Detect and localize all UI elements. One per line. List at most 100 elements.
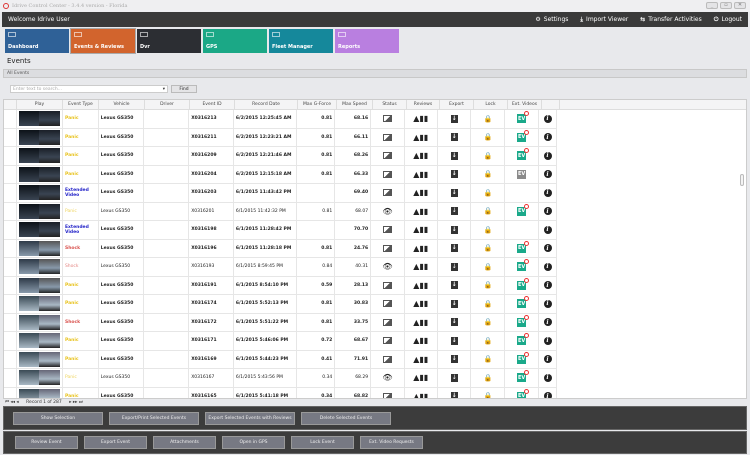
lock-icon[interactable]: 🔒 [483, 151, 493, 160]
reviews[interactable]: ▲▮▮ [405, 276, 438, 294]
table-row[interactable]: Extended Video Lexus GS350 X0316203 6/1/201… [4, 184, 557, 203]
export-icon[interactable]: ↓ [450, 188, 458, 197]
lock-icon[interactable]: 🔒 [483, 188, 493, 197]
export[interactable]: ↓ [438, 387, 472, 399]
video-thumbnail[interactable] [18, 370, 60, 386]
column-header[interactable]: Max G-Force [298, 100, 337, 110]
export-icon[interactable]: ↓ [450, 151, 458, 160]
info[interactable]: i [539, 128, 557, 146]
export[interactable]: ↓ [438, 110, 472, 128]
row-indicator[interactable] [4, 239, 17, 257]
ext-video-icon[interactable]: EV [517, 351, 530, 364]
column-header[interactable]: Driver [145, 100, 190, 110]
export-icon[interactable]: ↓ [450, 262, 458, 271]
ext-video-icon[interactable]: EV [517, 277, 530, 290]
reviews[interactable]: ▲▮▮ [405, 165, 438, 183]
lock[interactable]: 🔒 [471, 387, 506, 398]
info[interactable]: i [539, 258, 557, 276]
video-thumbnail[interactable] [18, 185, 60, 201]
export-icon[interactable]: ↓ [450, 318, 458, 327]
ext-videos[interactable]: EV [505, 147, 540, 165]
table-row[interactable]: Panic Lexus GS350 X0316204 6/2/2015 12:15:1… [4, 165, 557, 184]
ext-video-icon[interactable]: EV [517, 370, 530, 383]
export-icon[interactable]: ↓ [450, 114, 458, 123]
export-print-selected-events-button[interactable]: Export/Print Selected Events [109, 411, 199, 425]
play-thumbnail[interactable] [17, 276, 63, 294]
minimize-button[interactable]: _ [706, 2, 718, 9]
close-button[interactable]: ✕ [734, 2, 746, 9]
lock-icon[interactable]: 🔒 [483, 281, 493, 290]
export-icon[interactable]: ↓ [450, 133, 458, 142]
info-icon[interactable]: i [543, 244, 552, 253]
table-row[interactable]: Shock Lexus GS350 X0316196 6/1/2015 11:28:1… [4, 239, 557, 258]
info-icon[interactable]: i [543, 151, 552, 160]
dropdown-arrow-icon[interactable]: ▾ [162, 87, 165, 92]
video-thumbnail[interactable] [18, 129, 60, 145]
video-thumbnail[interactable] [18, 240, 60, 256]
play-thumbnail[interactable] [17, 110, 63, 128]
column-header[interactable]: Ext. Videos [508, 100, 542, 110]
info-icon[interactable]: i [543, 281, 552, 290]
ext-video-icon[interactable]: EV [517, 296, 530, 309]
ext-video-icon[interactable]: EV [517, 333, 530, 346]
search-input[interactable]: Enter text to search... ▾ [10, 85, 168, 93]
play-thumbnail[interactable] [17, 387, 63, 398]
lock-icon[interactable]: 🔒 [483, 114, 493, 123]
lock[interactable]: 🔒 [471, 350, 506, 368]
reviews-icon[interactable]: ▲▮▮ [413, 262, 429, 272]
video-thumbnail[interactable] [18, 166, 60, 182]
video-thumbnail[interactable] [18, 314, 60, 330]
vertical-scrollbar[interactable] [739, 112, 745, 392]
ext-video-icon[interactable]: EV [517, 240, 530, 253]
ext-videos[interactable]: EV [505, 110, 540, 128]
play-thumbnail[interactable] [17, 313, 63, 331]
info[interactable]: i [539, 387, 557, 398]
export[interactable]: ↓ [438, 239, 472, 257]
info[interactable]: i [539, 369, 557, 387]
export[interactable]: ↓ [438, 369, 472, 387]
video-thumbnail[interactable] [18, 111, 60, 127]
row-indicator[interactable] [4, 295, 17, 313]
lock[interactable]: 🔒 [471, 258, 506, 276]
reviews-icon[interactable]: ▲▮▮ [413, 206, 429, 216]
export-icon[interactable]: ↓ [450, 392, 458, 399]
export[interactable]: ↓ [438, 221, 472, 239]
play-thumbnail[interactable] [17, 369, 63, 387]
table-row[interactable]: Panic Lexus GS350 X0316213 6/2/2015 12:25:4… [4, 110, 557, 129]
tile-dvr[interactable]: Dvr [137, 29, 201, 53]
tile-events-reviews[interactable]: Events & Reviews [70, 28, 136, 54]
nav-transfer-activities[interactable]: ⇆ Transfer Activities [640, 12, 701, 27]
info[interactable]: i [539, 332, 557, 350]
ext-video-icon[interactable]: EV [517, 111, 530, 124]
export-icon[interactable]: ↓ [450, 336, 458, 345]
play-thumbnail[interactable] [17, 295, 63, 313]
ext-video-icon[interactable]: EV [517, 148, 530, 161]
reviews[interactable]: ▲▮▮ [405, 202, 438, 220]
delete-selected-events-button[interactable]: Delete Selected Events [301, 411, 391, 425]
ext-video-icon[interactable]: EV [517, 129, 530, 142]
info[interactable]: i [539, 239, 557, 257]
table-row[interactable]: Panic Lexus GS350 X0316201 6/1/2015 11:42:3… [4, 202, 557, 221]
export[interactable]: ↓ [438, 165, 472, 183]
lock[interactable]: 🔒 [471, 313, 506, 331]
reviews[interactable]: ▲▮▮ [405, 221, 438, 239]
nav-import-viewer[interactable]: ⤓ Import Viewer [580, 12, 628, 27]
reviews-icon[interactable]: ▲▮▮ [413, 299, 429, 309]
video-thumbnail[interactable] [18, 277, 60, 293]
export-icon[interactable]: ↓ [450, 281, 458, 290]
lock-event-button[interactable]: Lock Event [291, 436, 354, 449]
export-icon[interactable]: ↓ [450, 170, 458, 179]
reviews-icon[interactable]: ▲▮▮ [413, 336, 429, 346]
find-button[interactable]: Find [171, 85, 197, 93]
row-indicator[interactable] [4, 387, 17, 398]
lock[interactable]: 🔒 [471, 276, 506, 294]
export-icon[interactable]: ↓ [450, 299, 458, 308]
export-icon[interactable]: ↓ [450, 373, 458, 382]
export[interactable]: ↓ [438, 128, 472, 146]
reviews-icon[interactable]: ▲▮▮ [413, 317, 429, 327]
lock[interactable]: 🔒 [471, 221, 506, 239]
export[interactable]: ↓ [438, 350, 472, 368]
ext-video-icon[interactable]: EV [517, 314, 530, 327]
table-row[interactable]: Panic Lexus GS350 X0316209 6/2/2015 12:21:4… [4, 147, 557, 166]
ext-videos[interactable]: EV [505, 295, 540, 313]
